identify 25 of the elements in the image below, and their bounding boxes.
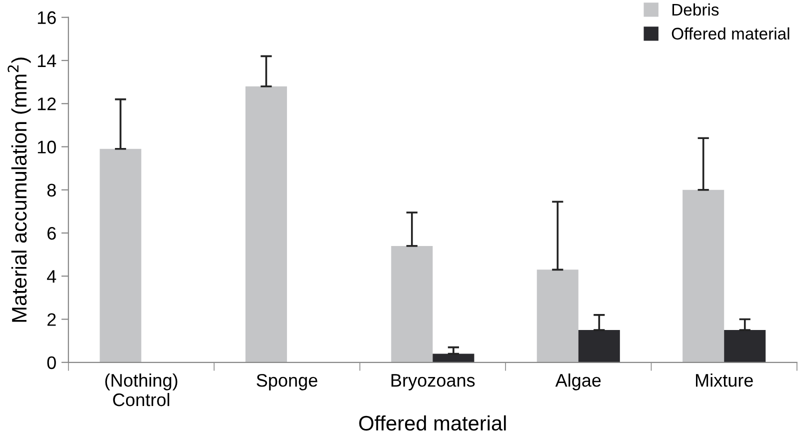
y-tick-label: 8: [47, 184, 56, 197]
y-tick-label: 16: [38, 11, 56, 24]
bar: [391, 246, 433, 362]
y-tick-label: 6: [47, 226, 56, 240]
x-axis-title: Offered material: [359, 415, 506, 431]
y-tick-label: 10: [38, 140, 56, 154]
y-tick-label: 4: [46, 270, 56, 283]
x-tick-label: Bryozoans: [392, 374, 475, 390]
x-tick-label: (Nothing) Control: [105, 374, 178, 406]
bar: [682, 190, 724, 362]
bar: [724, 330, 766, 362]
y-tick-label: 12: [38, 98, 56, 110]
legend-label: Offered material: [672, 27, 790, 40]
bar: [245, 86, 287, 362]
x-tick-label: Sponge: [256, 374, 318, 390]
x-tick-label: Mixture: [696, 374, 753, 387]
y-tick-label: 0: [47, 356, 56, 370]
bar: [578, 330, 620, 362]
bar: [100, 148, 142, 362]
x-tick-label: Algae: [555, 374, 601, 390]
y-tick-label: 2: [47, 313, 56, 326]
y-tick-label: 14: [38, 54, 56, 68]
legend-label: Debris: [672, 3, 719, 16]
bar: [536, 270, 578, 362]
y-axis-title: Material accumulation (mm$^{2}$): [8, 58, 31, 322]
